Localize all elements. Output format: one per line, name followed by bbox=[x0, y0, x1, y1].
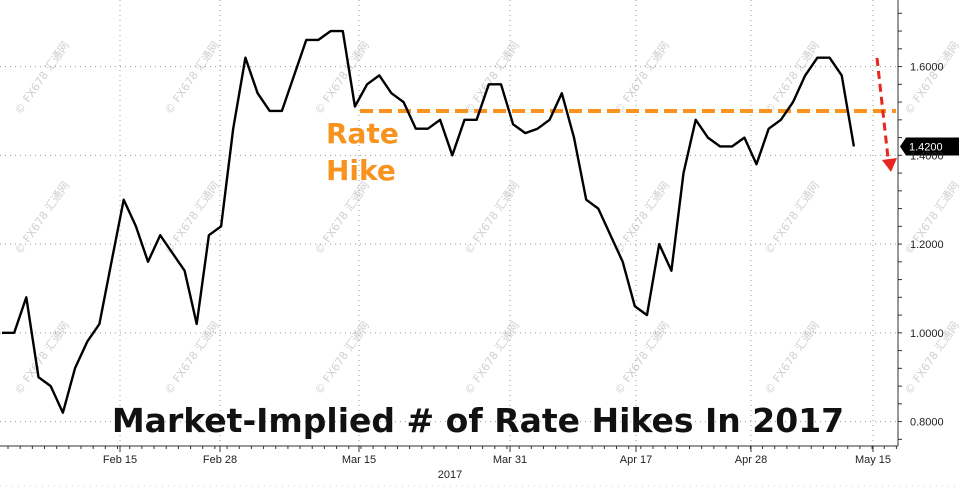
watermark-text: © FX678 汇通网 bbox=[312, 319, 372, 397]
x-tick-labels: Feb 15 Feb 28 Mar 15 Mar 31 Apr 17 Apr 28 May … bbox=[103, 454, 891, 466]
y-tick-label: 1.2000 bbox=[910, 239, 944, 251]
last-value-badge: 1.4200 bbox=[900, 137, 959, 156]
x-tick-label: Feb 15 bbox=[103, 454, 137, 466]
x-tick-label: Apr 17 bbox=[620, 454, 652, 466]
down-arrow-icon bbox=[882, 158, 897, 172]
watermark-text: © FX678 汇通网 bbox=[12, 179, 72, 257]
last-value-label: 1.4200 bbox=[909, 141, 943, 153]
watermark-text: © FX678 汇通网 bbox=[762, 179, 822, 257]
y-tick-label: 1.6000 bbox=[910, 62, 944, 74]
implied-hikes-series-line bbox=[2, 29, 856, 414]
x-tick-label: Feb 28 bbox=[203, 454, 237, 466]
y-tick-label: 1.0000 bbox=[910, 328, 944, 340]
watermark-text: © FX678 汇通网 bbox=[462, 319, 522, 397]
x-tick-label: Mar 15 bbox=[342, 454, 376, 466]
y-tick-labels: 0.8000 1.0000 1.2000 1.4000 1.6000 bbox=[910, 62, 944, 429]
annotation-rate: Rate bbox=[326, 117, 399, 150]
watermark-text: © FX678 汇通网 bbox=[902, 39, 959, 117]
watermark-text: © FX678 汇通网 bbox=[312, 179, 372, 257]
watermark-text: © FX678 汇通网 bbox=[462, 39, 522, 117]
watermark-text: © FX678 汇通网 bbox=[612, 319, 672, 397]
watermark-text: © FX678 汇通网 bbox=[462, 179, 522, 257]
watermark-text: © FX678 汇通网 bbox=[12, 39, 72, 117]
x-year-label: 2017 bbox=[438, 469, 462, 481]
y-tick-label: 0.8000 bbox=[910, 417, 944, 429]
watermark-text: © FX678 汇通网 bbox=[162, 319, 222, 397]
watermark-text: © FX678 汇通网 bbox=[162, 179, 222, 257]
x-tick-label: May 15 bbox=[855, 454, 891, 466]
watermark-text: © FX678 汇通网 bbox=[612, 39, 672, 117]
watermark-text: © FX678 汇通网 bbox=[762, 319, 822, 397]
x-tick-label: Apr 28 bbox=[735, 454, 767, 466]
y-tick-label: 1.4000 bbox=[910, 150, 944, 162]
annotation-hike: Hike bbox=[326, 154, 396, 187]
watermark-text: © FX678 汇通网 bbox=[12, 319, 72, 397]
down-arrow-shaft bbox=[875, 57, 890, 159]
watermark-text: © FX678 汇通网 bbox=[312, 39, 372, 117]
axes bbox=[0, 0, 902, 452]
x-tick-label: Mar 31 bbox=[493, 454, 527, 466]
chart-title: Market-Implied # of Rate Hikes In 2017 bbox=[112, 401, 844, 440]
watermark-text: © FX678 汇通网 bbox=[612, 179, 672, 257]
last-value-badge-bg bbox=[900, 137, 959, 156]
watermark-text: © FX678 汇通网 bbox=[162, 39, 222, 117]
